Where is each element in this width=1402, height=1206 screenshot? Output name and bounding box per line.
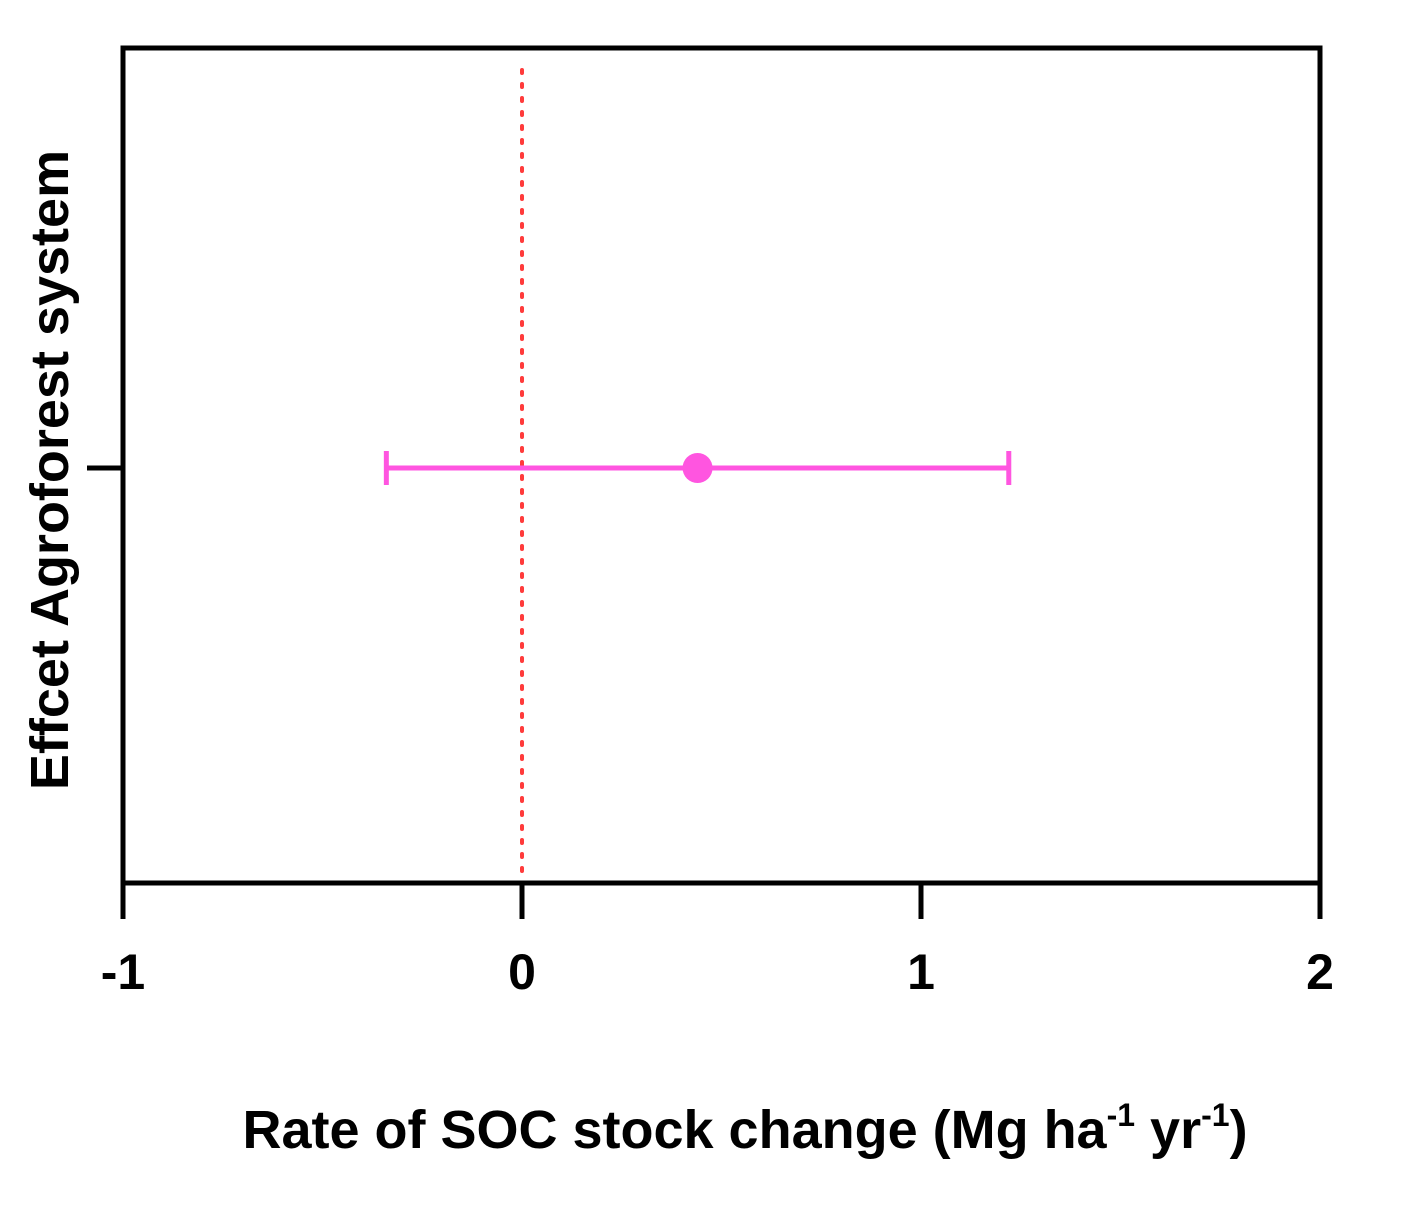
x-axis-title-text: ): [1230, 1100, 1248, 1160]
x-tick-label: 2: [1306, 944, 1334, 1000]
x-tick-label: -1: [101, 944, 145, 1000]
y-axis-title: Effcet Agroforest system: [20, 150, 80, 790]
effect-estimate-point: [682, 453, 713, 483]
x-axis-title-text: yr: [1135, 1100, 1201, 1160]
data-points: [383, 451, 1012, 485]
x-tick-label: 0: [508, 944, 536, 1000]
x-axis-ticks: -1 0 1 2: [101, 883, 1334, 1000]
x-axis-title-text: Rate of SOC stock change (Mg ha: [242, 1100, 1107, 1160]
x-tick-label: 1: [907, 944, 935, 1000]
x-axis-title: Rate of SOC stock change (Mg ha-1 yr-1): [242, 1097, 1247, 1160]
x-axis-title-superscript: -1: [1201, 1097, 1229, 1133]
x-axis-title-superscript: -1: [1107, 1097, 1135, 1133]
